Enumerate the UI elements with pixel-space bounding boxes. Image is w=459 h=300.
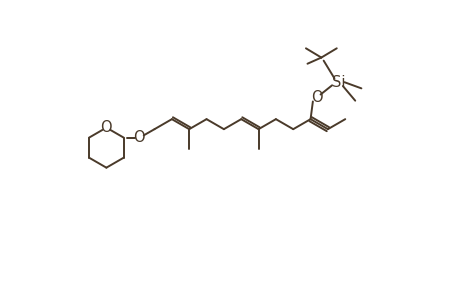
Text: O: O xyxy=(101,120,112,135)
Text: O: O xyxy=(310,90,322,105)
Text: O: O xyxy=(133,130,145,145)
Text: Si: Si xyxy=(331,75,344,90)
